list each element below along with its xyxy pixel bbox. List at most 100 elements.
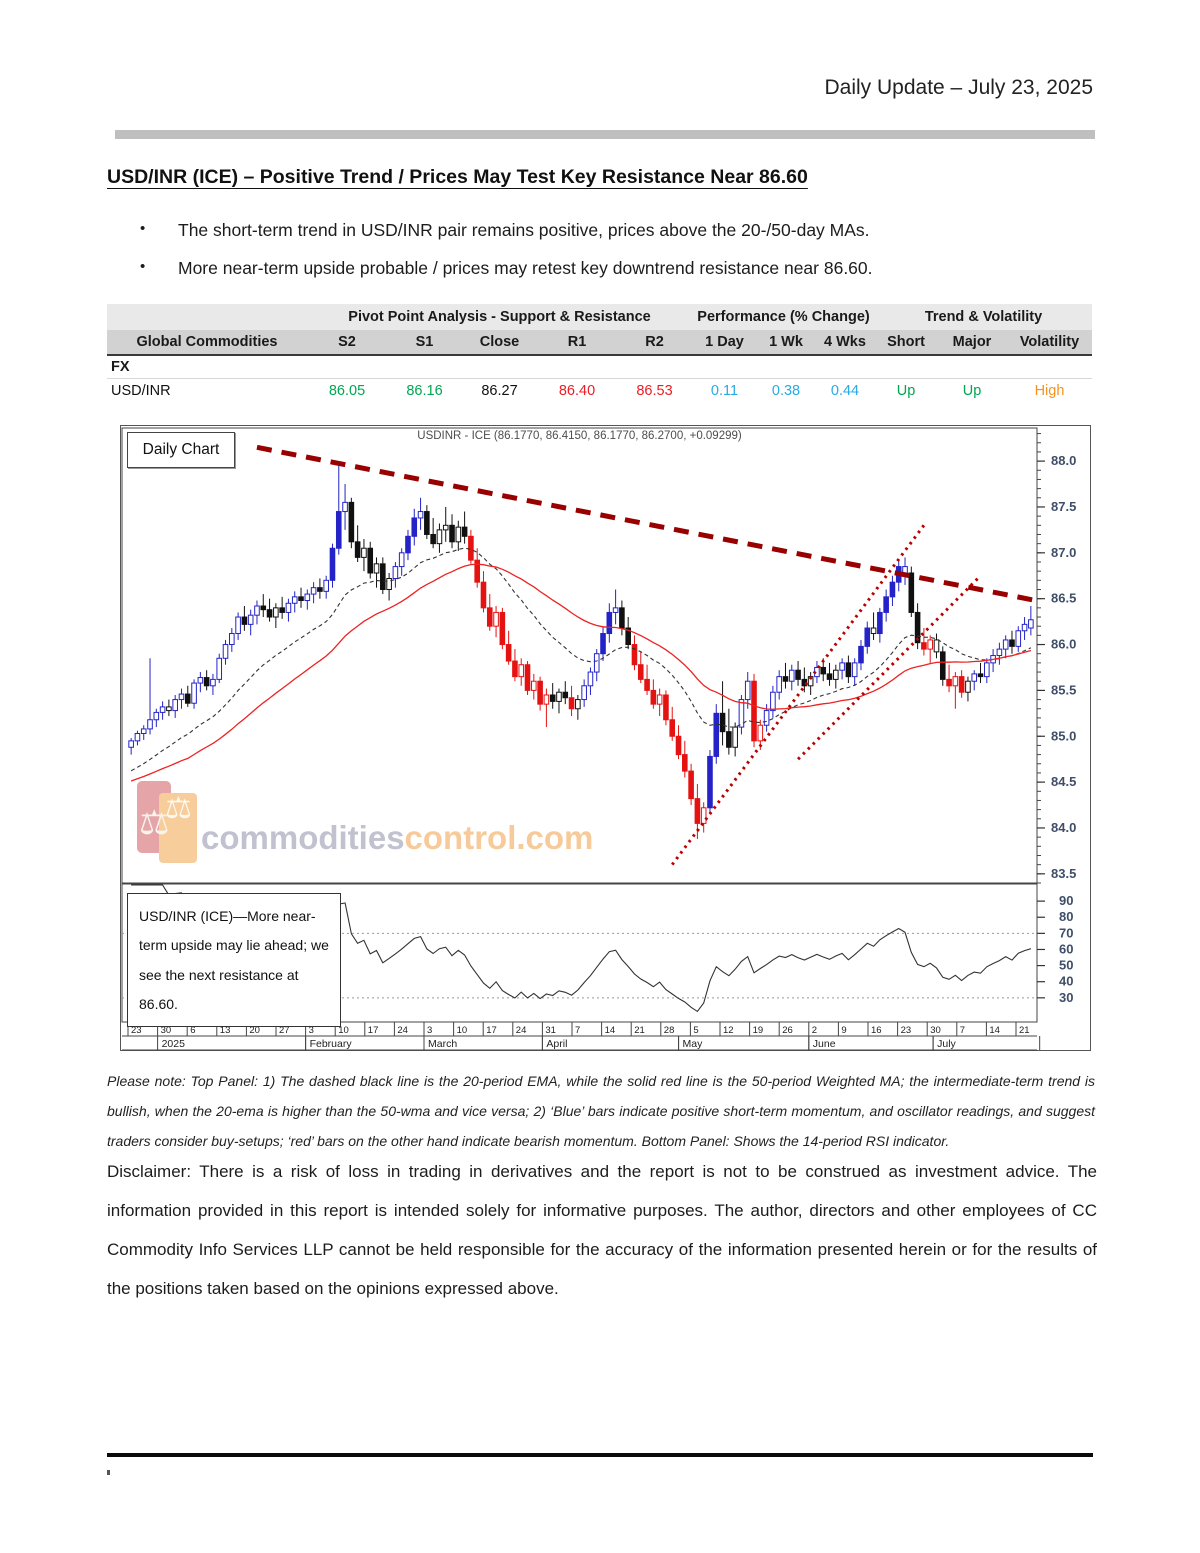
logo-orange-block: [159, 793, 197, 863]
col-header-short: Short: [887, 334, 925, 350]
svg-text:5: 5: [693, 1025, 698, 1036]
cell-4wks: 0.44: [830, 383, 860, 399]
svg-text:16: 16: [871, 1025, 882, 1036]
bullet-item: • More near-term upside probable / price…: [140, 258, 1080, 279]
bullet-icon: •: [140, 258, 146, 275]
svg-text:24: 24: [516, 1025, 527, 1036]
watermark-text: commoditiescontrol.com: [201, 819, 593, 857]
watermark-logo: ⚖ ⚖ commoditiescontrol.com: [137, 777, 593, 863]
svg-text:30: 30: [1059, 990, 1073, 1005]
bullet-item: • The short-term trend in USD/INR pair r…: [140, 220, 1080, 241]
svg-text:30: 30: [930, 1025, 941, 1036]
col-header-4wks: 4 Wks: [824, 334, 866, 350]
col-header-name: Global Commodities: [136, 334, 278, 350]
svg-text:31: 31: [545, 1025, 556, 1036]
table-column-header-row: Global Commodities S2 S1 Close R1 R2 1 D…: [107, 330, 1092, 356]
group-header-empty: [107, 304, 307, 330]
scales-icon: ⚖: [165, 792, 192, 825]
watermark-text-gray: commodities: [201, 819, 405, 856]
header-date: Daily Update – July 23, 2025: [824, 76, 1094, 99]
section-label-fx: FX: [111, 359, 130, 375]
col-header-major: Major: [952, 334, 992, 350]
svg-text:21: 21: [634, 1025, 645, 1036]
watermark-text-orange: control.com: [404, 819, 594, 856]
svg-text:June: June: [813, 1038, 836, 1050]
svg-text:February: February: [310, 1038, 353, 1050]
cell-s1: 86.16: [406, 383, 443, 399]
cell-1wk: 0.38: [771, 383, 801, 399]
col-header-r2: R2: [645, 334, 664, 350]
svg-text:87.0: 87.0: [1051, 545, 1076, 560]
group-header-performance: Performance (% Change): [697, 309, 870, 325]
table-group-header-row: Pivot Point Analysis - Support & Resista…: [107, 304, 1092, 330]
svg-text:17: 17: [368, 1025, 379, 1036]
svg-text:84.0: 84.0: [1051, 820, 1076, 835]
svg-text:May: May: [683, 1038, 704, 1050]
svg-text:April: April: [546, 1038, 567, 1050]
svg-text:10: 10: [338, 1025, 349, 1036]
svg-text:26: 26: [782, 1025, 793, 1036]
svg-text:14: 14: [605, 1025, 616, 1036]
svg-text:30: 30: [161, 1025, 172, 1036]
group-header-trend: Trend & Volatility: [924, 309, 1043, 325]
bullet-text: More near-term upside probable / prices …: [178, 258, 873, 278]
candlestick-rsi-svg: 88.0 87.5 87.0 86.5 86.0 85.5 85.0 84.5 84.0 83.5…: [120, 425, 1091, 1051]
cell-short: Up: [896, 383, 916, 399]
svg-text:9: 9: [841, 1025, 846, 1036]
cell-s2: 86.05: [328, 383, 366, 399]
table-section-row: FX: [107, 356, 1092, 379]
svg-text:24: 24: [397, 1025, 408, 1036]
summary-bullets: • The short-term trend in USD/INR pair r…: [140, 220, 1080, 296]
svg-text:20: 20: [249, 1025, 260, 1036]
svg-text:85.0: 85.0: [1051, 728, 1076, 743]
col-header-close: Close: [479, 334, 520, 350]
svg-text:86.0: 86.0: [1051, 637, 1076, 652]
svg-text:70: 70: [1059, 925, 1073, 940]
svg-text:7: 7: [575, 1025, 580, 1036]
svg-text:28: 28: [664, 1025, 675, 1036]
svg-text:23: 23: [131, 1025, 142, 1036]
cell-1day: 0.11: [710, 383, 739, 399]
svg-text:March: March: [428, 1038, 457, 1050]
col-header-s2: S2: [338, 334, 356, 350]
svg-text:60: 60: [1059, 941, 1073, 956]
svg-text:12: 12: [723, 1025, 734, 1036]
svg-text:2: 2: [812, 1025, 817, 1036]
table-row: USD/INR 86.05 86.16 86.27 86.40 86.53 0.…: [107, 379, 1092, 403]
svg-text:19: 19: [753, 1025, 764, 1036]
svg-text:86.5: 86.5: [1051, 591, 1076, 606]
group-header-pivot: Pivot Point Analysis - Support & Resista…: [348, 309, 651, 325]
svg-text:87.5: 87.5: [1051, 499, 1076, 514]
chart-annotation-box: USD/INR (ICE)—More near-term upside may …: [127, 893, 341, 1027]
col-header-1day: 1 Day: [705, 334, 744, 350]
svg-text:July: July: [937, 1038, 956, 1050]
bullet-icon: •: [140, 220, 146, 237]
svg-text:6: 6: [190, 1025, 195, 1036]
bullet-text: The short-term trend in USD/INR pair rem…: [178, 220, 870, 240]
watermark-logo-blocks: ⚖ ⚖: [137, 777, 199, 863]
cell-close: 86.27: [481, 383, 518, 399]
svg-text:84.5: 84.5: [1051, 774, 1076, 789]
pivot-table: Pivot Point Analysis - Support & Resista…: [107, 304, 1092, 403]
svg-text:USDINR - ICE (86.1770, 86.4150: USDINR - ICE (86.1770, 86.4150, 86.1770,…: [417, 430, 742, 442]
disclaimer-text: Disclaimer: There is a risk of loss in t…: [107, 1162, 1097, 1299]
cell-volatility: High: [1034, 383, 1065, 399]
chart-footnote: Please note: Top Panel: 1) The dashed bl…: [107, 1073, 1095, 1150]
svg-text:27: 27: [279, 1025, 290, 1036]
svg-text:23: 23: [901, 1025, 912, 1036]
header-divider: [115, 130, 1095, 139]
svg-text:90: 90: [1059, 893, 1073, 908]
footer-mark: [107, 1470, 110, 1475]
cell-r1: 86.40: [558, 383, 596, 399]
svg-text:3: 3: [309, 1025, 314, 1036]
footer-rule: [107, 1453, 1093, 1457]
col-header-r1: R1: [567, 334, 587, 350]
svg-text:13: 13: [220, 1025, 231, 1036]
svg-text:21: 21: [1019, 1025, 1030, 1036]
svg-text:80: 80: [1059, 909, 1073, 924]
svg-text:50: 50: [1059, 958, 1073, 973]
svg-text:85.5: 85.5: [1051, 682, 1076, 697]
price-chart: 88.0 87.5 87.0 86.5 86.0 85.5 85.0 84.5 84.0 83.5…: [120, 425, 1092, 1052]
svg-text:40: 40: [1059, 974, 1073, 989]
